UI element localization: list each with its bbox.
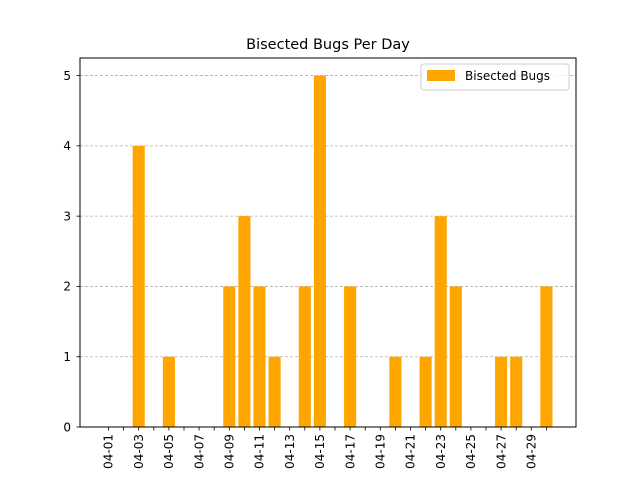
bar (253, 286, 266, 427)
bars (132, 75, 553, 428)
bar (223, 286, 236, 427)
x-tick-label: 04-19 (374, 434, 388, 469)
x-tick-label: 04-29 (525, 434, 539, 469)
plot-frame (79, 57, 577, 428)
x-tick-label: 04-07 (192, 434, 206, 469)
y-tick-label: 2 (63, 280, 71, 294)
x-tick-label: 04-15 (313, 434, 327, 469)
x-tick-label: 04-05 (162, 434, 176, 469)
y-axis: 0 1 2 3 4 5 (63, 69, 80, 434)
x-tick-label: 04-23 (434, 434, 448, 469)
legend-swatch (427, 70, 455, 81)
x-tick-label: 04-13 (283, 434, 297, 469)
x-tick-label: 04-11 (253, 434, 267, 469)
x-tick-label: 04-03 (132, 434, 146, 469)
bar (434, 216, 447, 427)
bar (510, 356, 523, 427)
x-tick-label: 04-25 (464, 434, 478, 469)
bar (495, 356, 508, 427)
x-tick-label: 04-21 (404, 434, 418, 469)
x-tick-label: 04-27 (494, 434, 508, 469)
bar (540, 286, 553, 427)
legend-frame (420, 63, 570, 91)
bar (238, 216, 251, 427)
x-tick-label: 04-01 (102, 434, 116, 469)
x-axis: 04-01 04-03 04-05 04-07 04-09 04-11 04-13 04-15… (102, 427, 547, 469)
bar (132, 145, 145, 427)
chart-title: Bisected Bugs Per Day (246, 37, 410, 53)
bar (389, 356, 402, 427)
bar (268, 356, 281, 427)
y-tick-label: 4 (63, 139, 71, 153)
bar (344, 286, 357, 427)
y-tick-label: 5 (63, 69, 71, 83)
y-tick-label: 1 (63, 350, 71, 364)
bar (313, 75, 326, 428)
x-tick-label: 04-09 (223, 434, 237, 469)
bar (298, 286, 311, 427)
legend: Bisected Bugs (420, 63, 570, 91)
y-tick-label: 3 (63, 209, 71, 223)
x-tick-label: 04-17 (343, 434, 357, 469)
bar (162, 356, 175, 427)
bar (449, 286, 462, 427)
legend-label: Bisected Bugs (465, 69, 550, 83)
y-tick-label: 0 (63, 420, 71, 434)
bar (419, 356, 432, 427)
grid-lines (80, 75, 576, 358)
